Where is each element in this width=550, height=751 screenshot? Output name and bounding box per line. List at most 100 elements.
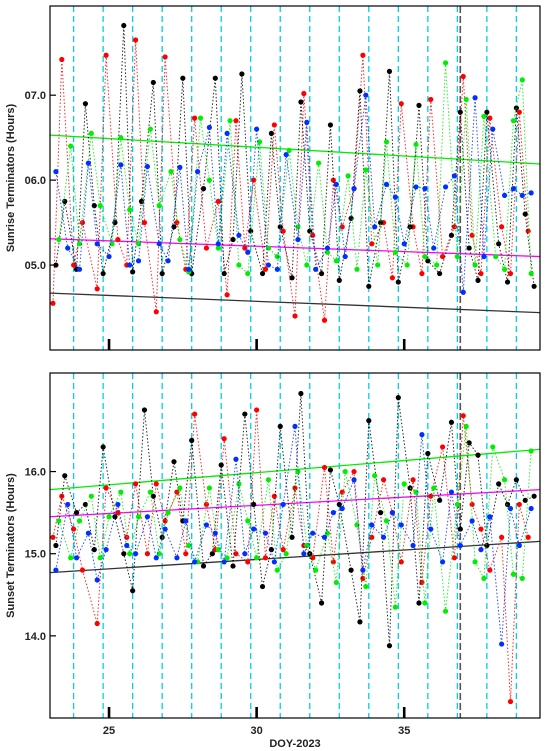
data-point — [330, 510, 336, 516]
data-point — [251, 177, 257, 183]
data-point — [121, 551, 127, 557]
data-point — [304, 262, 310, 268]
data-point — [153, 481, 159, 487]
data-point — [183, 551, 189, 557]
data-point — [194, 169, 201, 175]
data-point — [380, 477, 387, 483]
data-point — [333, 579, 339, 586]
data-point — [153, 309, 159, 315]
series-line — [55, 25, 535, 287]
data-point — [378, 219, 384, 226]
data-point — [507, 505, 514, 512]
data-point — [439, 253, 446, 260]
data-point — [463, 96, 469, 103]
data-point — [127, 551, 133, 557]
data-point — [71, 526, 77, 532]
data-point — [484, 109, 490, 115]
data-point — [233, 118, 239, 124]
data-point — [109, 241, 115, 247]
data-point — [383, 518, 390, 524]
data-point — [73, 510, 80, 516]
data-point — [389, 275, 396, 281]
data-point — [321, 317, 328, 323]
data-point — [85, 160, 91, 166]
data-point — [115, 501, 121, 508]
data-point — [174, 555, 180, 561]
data-point — [419, 432, 425, 438]
data-point — [177, 164, 183, 170]
data-point — [439, 444, 446, 450]
data-point — [507, 270, 514, 277]
data-point — [289, 534, 295, 540]
data-point — [127, 262, 133, 268]
data-point — [439, 559, 446, 565]
data-point — [481, 113, 487, 120]
data-point — [256, 139, 263, 145]
data-point — [295, 236, 301, 243]
data-point — [168, 169, 174, 175]
data-point — [254, 407, 260, 413]
data-point — [274, 253, 280, 260]
data-point — [236, 262, 242, 268]
data-point — [76, 518, 83, 524]
data-point — [233, 551, 239, 557]
data-point — [127, 207, 133, 213]
data-point — [313, 567, 319, 573]
data-point — [369, 522, 375, 528]
data-point — [200, 186, 207, 192]
data-point — [398, 101, 404, 107]
data-point — [245, 518, 251, 524]
data-point — [528, 190, 534, 196]
data-point — [88, 130, 94, 137]
data-point — [283, 152, 289, 158]
data-point — [522, 497, 528, 503]
data-point — [242, 551, 248, 557]
series-line — [55, 393, 535, 646]
data-point — [130, 269, 136, 275]
data-point — [227, 118, 233, 124]
data-point — [519, 575, 525, 581]
data-point — [490, 444, 496, 450]
data-point — [425, 450, 431, 457]
data-point — [422, 253, 428, 260]
data-point — [501, 192, 508, 199]
data-point — [516, 542, 522, 549]
data-point — [94, 286, 100, 292]
data-point — [363, 583, 369, 590]
data-point — [516, 109, 522, 115]
data-point — [316, 160, 322, 166]
data-point — [472, 262, 478, 268]
data-point — [292, 423, 298, 429]
data-point — [437, 270, 443, 277]
data-point — [487, 115, 493, 121]
data-point — [333, 258, 339, 264]
data-point — [499, 224, 505, 230]
data-point — [203, 522, 210, 528]
data-point — [442, 608, 449, 614]
data-point — [478, 526, 484, 532]
data-point — [531, 493, 537, 499]
data-point — [451, 173, 457, 179]
data-point — [431, 245, 437, 251]
data-point — [301, 90, 307, 97]
data-point — [147, 126, 153, 132]
data-point — [245, 249, 251, 255]
data-point — [59, 56, 65, 63]
data-point — [280, 501, 286, 508]
data-point — [239, 71, 245, 77]
data-point — [76, 241, 83, 247]
data-point — [236, 481, 242, 487]
data-point — [342, 468, 348, 475]
data-point — [386, 643, 393, 649]
data-point — [366, 418, 372, 424]
data-point — [274, 567, 280, 573]
trend-line — [49, 292, 541, 314]
data-point — [79, 219, 86, 226]
data-point — [156, 203, 162, 209]
data-point — [351, 468, 357, 475]
y-tick-label: 16.0 — [25, 467, 46, 479]
data-point — [186, 266, 192, 272]
data-point — [301, 551, 307, 557]
data-point — [251, 501, 257, 508]
data-point — [360, 567, 366, 573]
